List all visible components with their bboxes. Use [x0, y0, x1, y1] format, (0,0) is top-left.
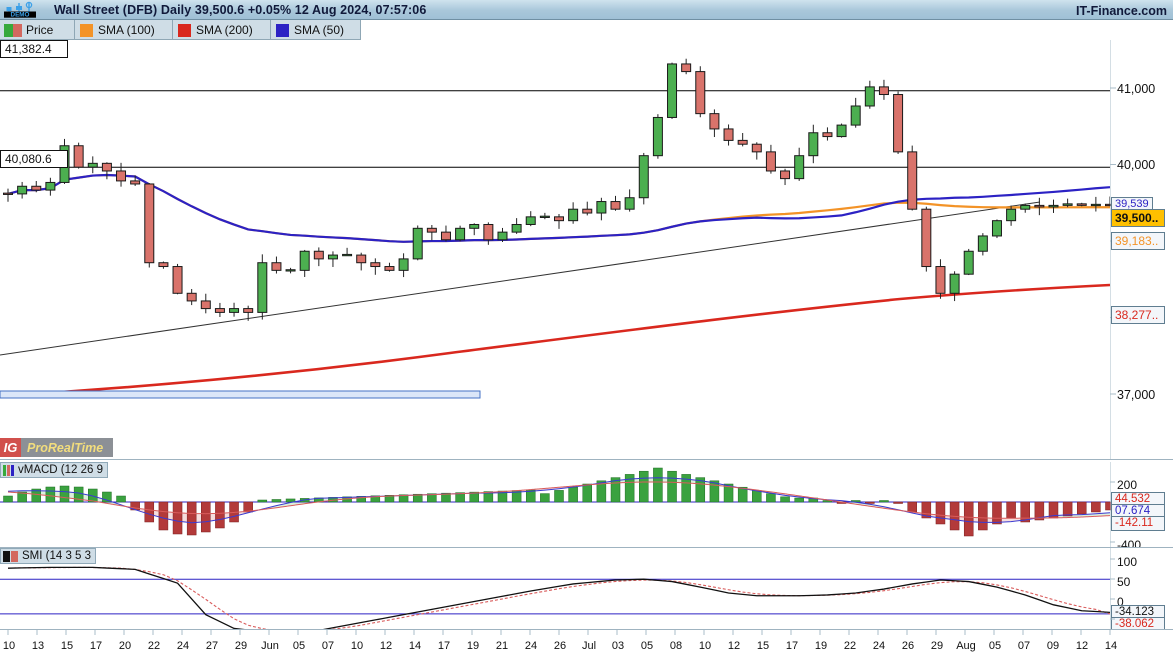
svg-text:DEMO: DEMO [11, 12, 30, 18]
